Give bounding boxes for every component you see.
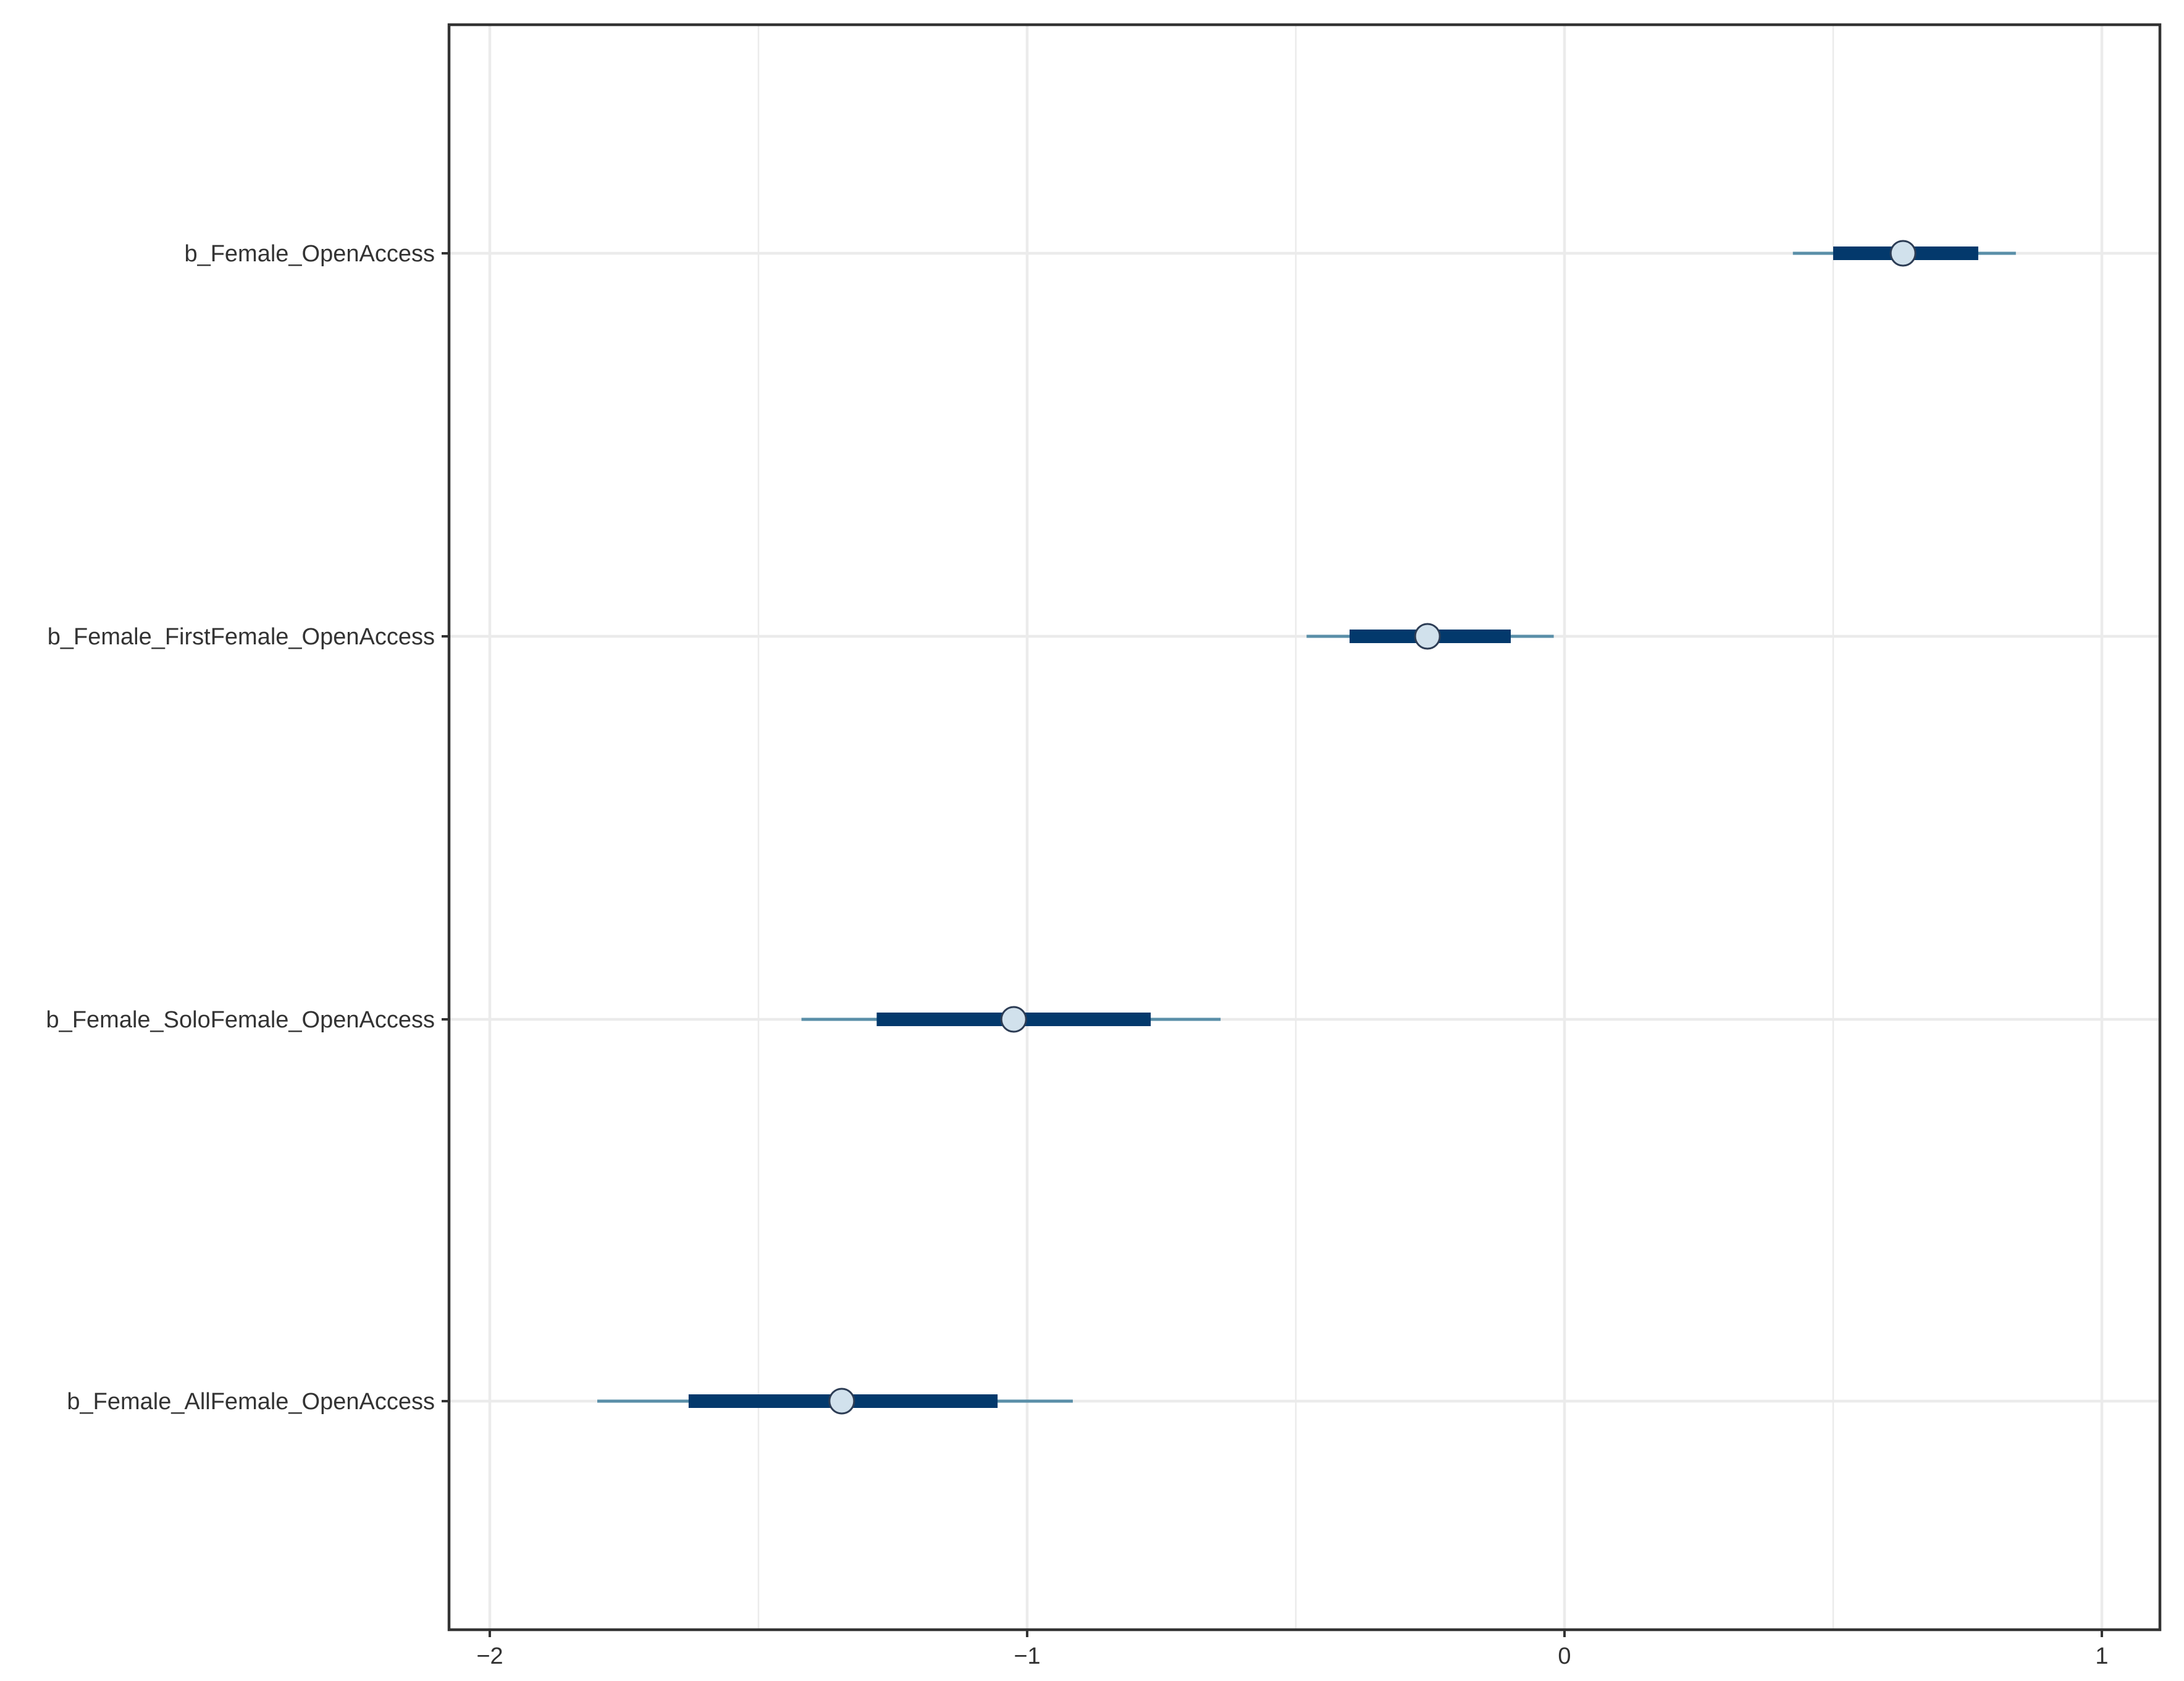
y-axis: b_Female_OpenAccess b_Female_FirstFemale_… (46, 241, 449, 1415)
x-tick-label: −2 (476, 1643, 503, 1669)
y-tick-label: b_Female_FirstFemale_OpenAccess (48, 624, 435, 650)
minor-gridlines (757, 25, 1834, 1630)
point-estimate (828, 1388, 855, 1415)
y-tick-label: b_Female_AllFemale_OpenAccess (67, 1389, 435, 1415)
x-tick-label: 1 (2095, 1643, 2108, 1669)
panel-border (447, 23, 2162, 1632)
point-estimate (1889, 240, 1917, 267)
y-tick-label: b_Female_SoloFemale_OpenAccess (46, 1007, 435, 1033)
x-tick-label: 0 (1558, 1643, 1571, 1669)
y-tick-label: b_Female_OpenAccess (184, 241, 435, 267)
parameter-intervals (597, 240, 2016, 1415)
x-tick-label: −1 (1014, 1643, 1040, 1669)
point-estimate (1000, 1006, 1027, 1033)
point-estimate (1414, 623, 1441, 650)
x-axis: −2 −1 0 1 (476, 1630, 2109, 1669)
